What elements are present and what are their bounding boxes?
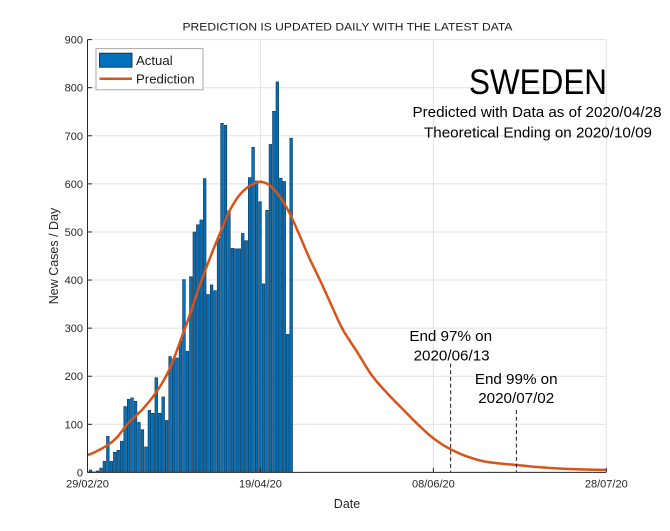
- svg-text:0: 0: [77, 467, 83, 479]
- svg-text:08/06/20: 08/06/20: [412, 479, 455, 491]
- svg-text:900: 900: [65, 35, 83, 47]
- svg-text:500: 500: [65, 227, 83, 239]
- svg-text:400: 400: [65, 275, 83, 287]
- svg-text:800: 800: [65, 83, 83, 95]
- svg-text:Actual: Actual: [136, 53, 173, 68]
- svg-text:Predicted with Data as of 2020: Predicted with Data as of 2020/04/28: [412, 104, 661, 121]
- svg-text:Theoretical Ending on 2020/10/: Theoretical Ending on 2020/10/09: [424, 125, 652, 142]
- svg-text:End 97% on: End 97% on: [409, 328, 492, 345]
- svg-text:700: 700: [65, 131, 83, 143]
- svg-text:End 99% on: End 99% on: [475, 371, 558, 388]
- svg-text:PREDICTION IS UPDATED DAILY WI: PREDICTION IS UPDATED DAILY WITH THE LAT…: [183, 22, 513, 34]
- svg-text:200: 200: [65, 371, 83, 383]
- svg-text:2020/07/02: 2020/07/02: [478, 390, 554, 407]
- svg-text:Date: Date: [334, 497, 360, 511]
- svg-text:600: 600: [65, 179, 83, 191]
- svg-text:SWEDEN: SWEDEN: [469, 62, 607, 102]
- svg-text:New Cases / Day: New Cases / Day: [47, 207, 61, 304]
- svg-text:19/04/20: 19/04/20: [239, 479, 282, 491]
- svg-text:29/02/20: 29/02/20: [66, 479, 109, 491]
- svg-text:100: 100: [65, 419, 83, 431]
- svg-text:2020/06/13: 2020/06/13: [414, 347, 490, 364]
- svg-text:28/07/20: 28/07/20: [585, 479, 628, 491]
- svg-text:Prediction: Prediction: [136, 71, 195, 86]
- svg-text:300: 300: [65, 323, 83, 335]
